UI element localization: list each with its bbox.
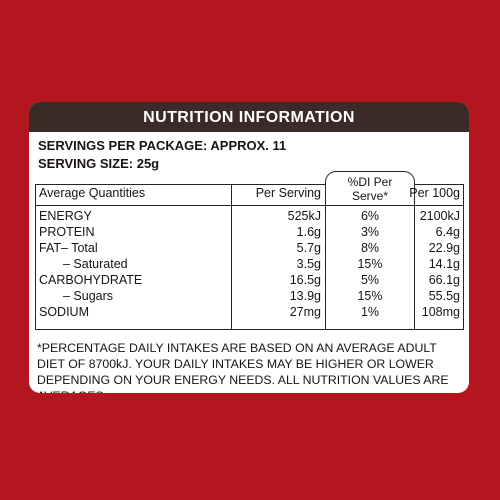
- per-100g-value: 6.4g: [435, 225, 460, 239]
- table-left-border: [35, 184, 36, 330]
- col-divider-di-left: [325, 184, 326, 330]
- nutrient-name: ENERGY: [39, 209, 92, 223]
- servings-per-package: SERVINGS PER PACKAGE: APPROX. 11: [38, 138, 287, 153]
- per-100g-value: 2100kJ: [419, 209, 460, 223]
- header-per-100g: Per 100g: [409, 186, 460, 200]
- per-100g-value: 108mg: [421, 305, 460, 319]
- di-value: 15%: [357, 257, 383, 271]
- table-row: – Saturated 3.5g 15% 14.1g: [35, 256, 464, 272]
- table-row: – Sugars 13.9g 15% 55.5g: [35, 288, 464, 304]
- per-100g-value: 22.9g: [428, 241, 460, 255]
- table-right-border: [463, 184, 464, 330]
- per-100g-value: 14.1g: [428, 257, 460, 271]
- nutrient-name: – Saturated: [63, 257, 128, 271]
- nutrition-table: %DI Per Serve* Average Quantities Per Se…: [35, 171, 464, 332]
- di-value: 6%: [360, 209, 380, 223]
- nutrient-name: CARBOHYDRATE: [39, 273, 143, 287]
- serving-size: SERVING SIZE: 25g: [38, 156, 160, 171]
- header-average-quantities: Average Quantities: [39, 186, 146, 200]
- per-serving-value: 1.6g: [296, 225, 321, 239]
- per-serving-value: 16.5g: [289, 273, 321, 287]
- table-row: SODIUM 27mg 1% 108mg: [35, 304, 464, 320]
- table-row: ENERGY 525kJ 6% 2100kJ: [35, 208, 464, 224]
- table-top-rule: [35, 184, 464, 185]
- di-value: 8%: [360, 241, 380, 255]
- per-serving-value: 27mg: [289, 305, 321, 319]
- di-value: 15%: [357, 289, 383, 303]
- header-bottom-rule: [35, 205, 464, 206]
- di-header-line1: %DI Per: [347, 175, 393, 189]
- table-row: PROTEIN 1.6g 3% 6.4g: [35, 224, 464, 240]
- di-value: 1%: [360, 305, 380, 319]
- per-serving-value: 3.5g: [296, 257, 321, 271]
- nutrient-name: PROTEIN: [39, 225, 95, 239]
- table-bottom-rule: [35, 329, 464, 330]
- di-column-header: %DI Per Serve*: [325, 171, 415, 205]
- per-100g-value: 66.1g: [428, 273, 460, 287]
- per-serving-value: 13.9g: [289, 289, 321, 303]
- nutrient-name: SODIUM: [39, 305, 89, 319]
- table-row: FAT– Total 5.7g 8% 22.9g: [35, 240, 464, 256]
- per-serving-value: 525kJ: [287, 209, 321, 223]
- per-100g-value: 55.5g: [428, 289, 460, 303]
- nutrient-name: FAT– Total: [39, 241, 98, 255]
- header-per-serving: Per Serving: [255, 186, 321, 200]
- col-divider-di-right: [414, 184, 415, 330]
- footnote: *PERCENTAGE DAILY INTAKES ARE BASED ON A…: [37, 341, 449, 393]
- panel-title: NUTRITION INFORMATION: [29, 102, 469, 132]
- table-row: CARBOHYDRATE 16.5g 5% 66.1g: [35, 272, 464, 288]
- per-serving-value: 5.7g: [296, 241, 321, 255]
- nutrition-panel: NUTRITION INFORMATION SERVINGS PER PACKA…: [29, 102, 469, 393]
- di-value: 3%: [360, 225, 380, 239]
- di-value: 5%: [360, 273, 380, 287]
- di-header-line2: Serve*: [351, 189, 389, 203]
- col-divider-serving: [231, 184, 232, 330]
- nutrient-name: – Sugars: [63, 289, 114, 303]
